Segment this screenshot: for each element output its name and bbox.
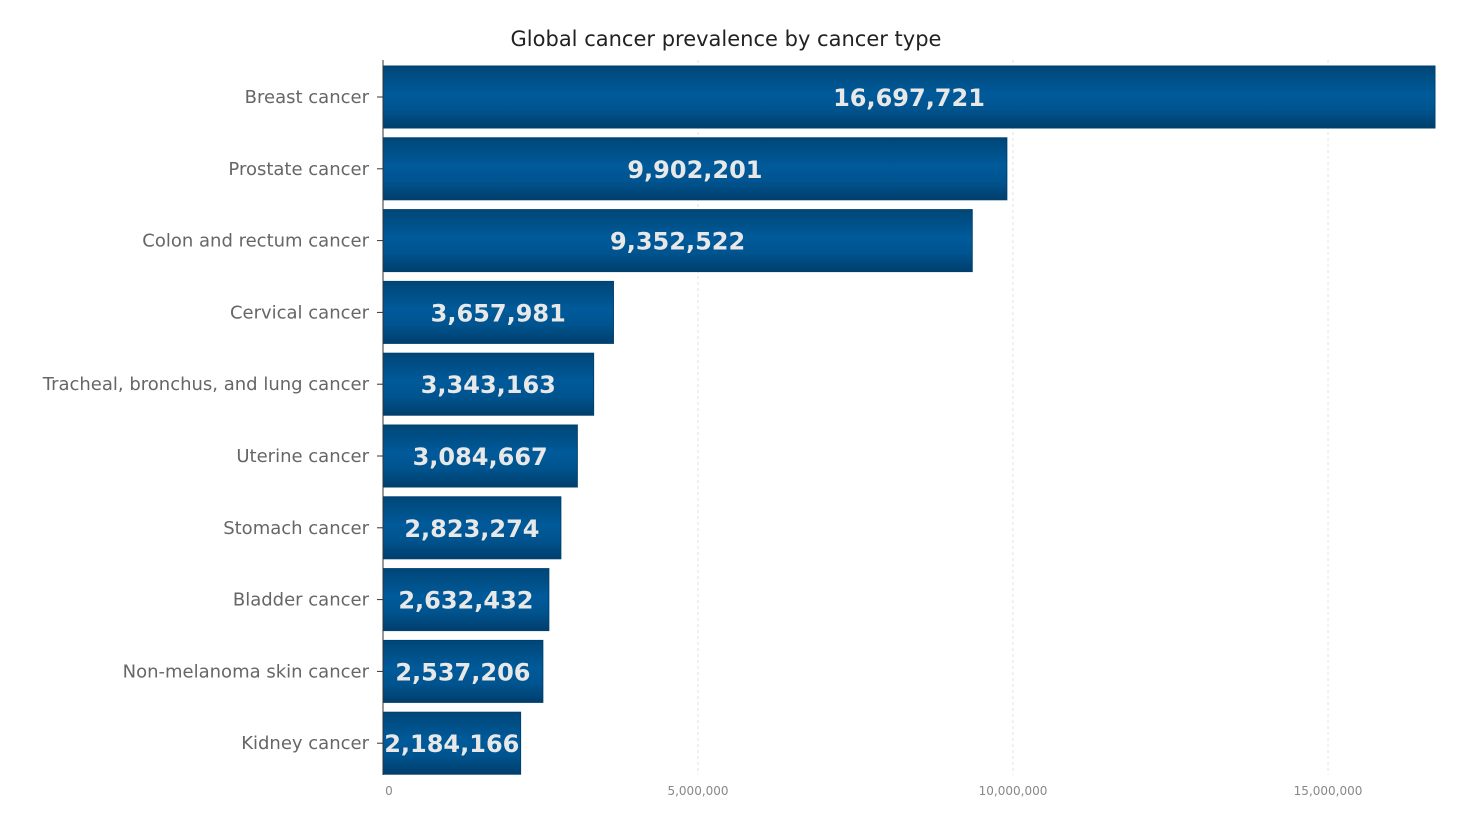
bar — [382, 280, 614, 344]
x-tick-label: 10,000,000 — [979, 784, 1048, 798]
x-tick-label: 15,000,000 — [1294, 784, 1363, 798]
value-label: 3,084,667 — [413, 443, 548, 471]
value-label: 3,657,981 — [431, 299, 566, 327]
value-label: 2,632,432 — [398, 587, 533, 615]
value-label: 3,343,163 — [421, 371, 556, 399]
value-label: 9,902,201 — [627, 156, 762, 184]
category-label: Prostate cancer — [228, 159, 369, 180]
x-tick-label: 5,000,000 — [667, 784, 728, 798]
category-label: Stomach cancer — [223, 518, 369, 539]
bar — [382, 496, 562, 560]
value-label: 9,352,522 — [610, 228, 745, 256]
x-tick-label: 0 — [385, 784, 393, 798]
bar — [382, 711, 522, 775]
category-label: Uterine cancer — [236, 446, 369, 467]
bar — [382, 352, 595, 416]
category-label: Non-melanoma skin cancer — [123, 661, 370, 682]
value-label: 2,823,274 — [404, 515, 539, 543]
category-label: Tracheal, bronchus, and lung cancer — [42, 374, 370, 395]
value-label: 2,184,166 — [384, 730, 519, 758]
bar — [382, 424, 578, 488]
category-label: Bladder cancer — [233, 590, 370, 611]
bar — [382, 568, 550, 632]
category-label: Kidney cancer — [241, 733, 369, 754]
category-label: Cervical cancer — [230, 302, 370, 323]
bar — [382, 65, 1436, 129]
bar — [382, 209, 973, 273]
chart-title: Global cancer prevalence by cancer type — [511, 27, 942, 51]
value-label: 2,537,206 — [395, 658, 530, 686]
category-label: Breast cancer — [245, 87, 370, 108]
bar — [382, 137, 1008, 201]
category-label: Colon and rectum cancer — [142, 231, 369, 252]
value-label: 16,697,721 — [833, 84, 985, 112]
